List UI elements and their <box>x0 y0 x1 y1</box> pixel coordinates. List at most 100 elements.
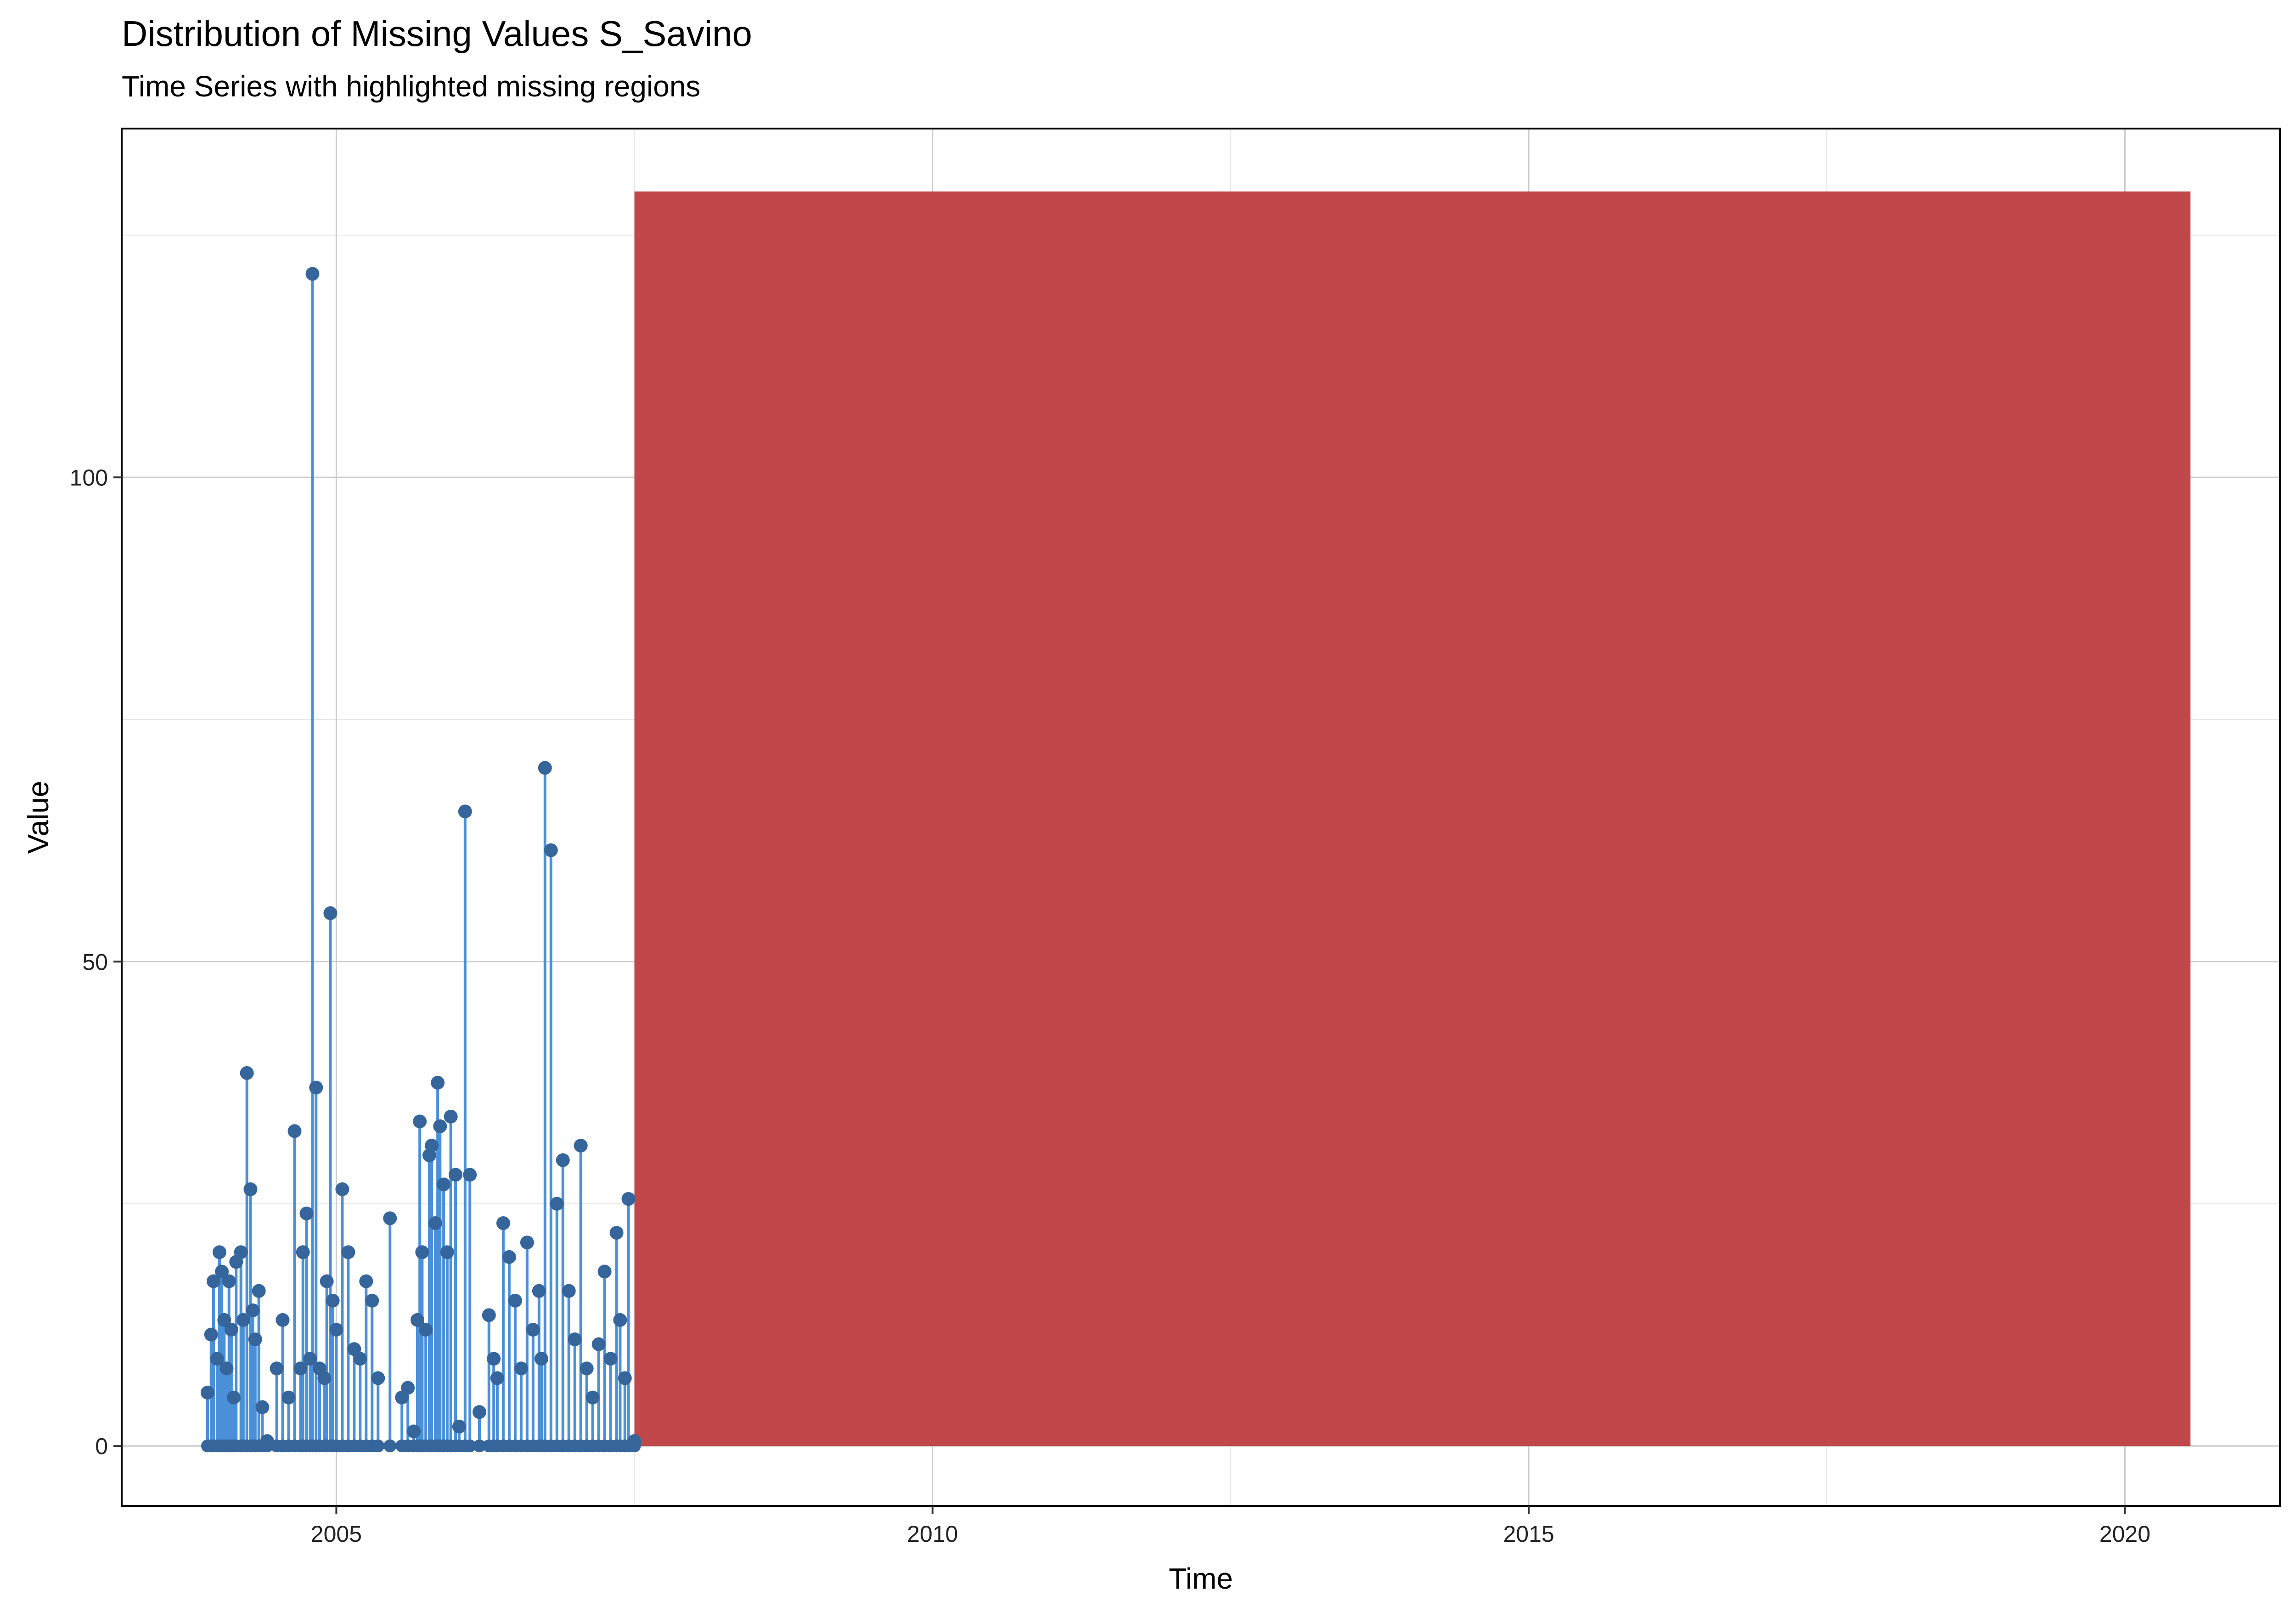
data-point <box>419 1323 433 1337</box>
y-tick-label: 0 <box>95 1433 108 1459</box>
data-point <box>496 1216 510 1230</box>
data-point <box>224 1323 238 1337</box>
data-point <box>490 1371 504 1385</box>
data-point <box>371 1371 385 1385</box>
data-point <box>246 1303 260 1317</box>
data-point <box>401 1381 415 1395</box>
data-point <box>210 1352 224 1366</box>
panel-border <box>121 128 2281 1507</box>
data-point <box>204 1327 218 1342</box>
data-point <box>440 1245 454 1259</box>
series-lines <box>206 274 636 1449</box>
data-point <box>353 1352 367 1366</box>
data-point <box>463 1168 477 1182</box>
data-point <box>255 1400 270 1414</box>
data-point <box>236 1313 250 1327</box>
data-point <box>428 1216 442 1230</box>
data-point <box>591 1337 606 1351</box>
data-point <box>219 1361 234 1376</box>
data-point <box>248 1332 262 1347</box>
data-point-baseline <box>260 1439 274 1453</box>
data-point-baseline <box>371 1439 385 1453</box>
data-point <box>326 1293 340 1308</box>
data-point <box>425 1139 439 1153</box>
data-point <box>407 1424 421 1438</box>
data-point <box>526 1323 540 1337</box>
chart-title: Distribution of Missing Values S_Savino <box>122 13 752 54</box>
data-point <box>538 761 552 775</box>
x-tick-label: 2015 <box>1503 1521 1554 1547</box>
x-tick-label: 2010 <box>907 1521 958 1547</box>
data-point <box>222 1274 236 1288</box>
data-point <box>433 1119 447 1133</box>
x-axis-ticks: 2005 2010 2015 2020 <box>311 1506 2150 1547</box>
data-point <box>317 1371 332 1385</box>
data-point <box>473 1405 487 1419</box>
data-point <box>618 1371 632 1385</box>
chart-subtitle: Time Series with highlighted missing reg… <box>122 70 700 103</box>
data-point <box>603 1352 618 1366</box>
data-point-baseline <box>628 1439 641 1453</box>
missing-region <box>634 191 2191 1446</box>
data-point-baseline <box>473 1439 486 1453</box>
data-point <box>580 1361 594 1376</box>
data-point-baseline <box>383 1439 397 1453</box>
data-point <box>227 1390 241 1405</box>
data-point <box>243 1182 258 1197</box>
data-point <box>270 1361 284 1376</box>
data-point <box>437 1177 451 1191</box>
data-point <box>303 1352 317 1366</box>
y-axis-ticks: 0 50 100 <box>70 465 122 1459</box>
data-point <box>383 1211 397 1225</box>
data-point <box>562 1284 576 1298</box>
data-point <box>320 1274 334 1288</box>
data-point <box>613 1313 627 1327</box>
missing-regions <box>634 191 2191 1446</box>
y-axis-title: Value <box>22 781 55 854</box>
data-point <box>359 1274 373 1288</box>
data-point <box>585 1390 600 1405</box>
x-tick-label: 2005 <box>311 1521 362 1547</box>
x-axis-title: Time <box>1169 1562 1233 1595</box>
data-point-baseline <box>463 1439 477 1453</box>
data-point <box>452 1420 466 1434</box>
data-point <box>212 1245 226 1259</box>
data-point <box>568 1332 582 1347</box>
data-point <box>276 1313 290 1327</box>
data-point <box>413 1114 427 1129</box>
x-tick-label: 2020 <box>2099 1521 2150 1547</box>
data-point <box>609 1226 624 1240</box>
data-point <box>415 1245 429 1259</box>
data-point <box>431 1076 445 1090</box>
data-point <box>532 1284 546 1298</box>
data-point <box>293 1361 308 1376</box>
data-point <box>482 1308 496 1322</box>
data-point <box>449 1168 463 1182</box>
data-point <box>305 267 320 281</box>
y-tick-label: 50 <box>82 949 108 975</box>
data-point <box>502 1250 516 1264</box>
data-point <box>281 1390 296 1405</box>
data-point <box>410 1313 424 1327</box>
data-point <box>458 804 472 819</box>
data-point <box>329 1323 343 1337</box>
data-point <box>323 906 338 920</box>
data-point <box>309 1080 323 1095</box>
data-point <box>206 1274 220 1288</box>
data-point <box>621 1192 636 1206</box>
series-points <box>200 267 642 1453</box>
data-point <box>365 1293 379 1308</box>
data-point <box>514 1361 528 1376</box>
data-point <box>296 1245 310 1259</box>
data-point <box>487 1352 501 1366</box>
data-point <box>335 1182 349 1197</box>
data-point <box>200 1386 214 1400</box>
data-point <box>556 1153 570 1167</box>
data-point <box>550 1197 564 1211</box>
data-point <box>574 1139 588 1153</box>
data-point <box>520 1236 534 1250</box>
data-point <box>252 1284 266 1298</box>
data-point <box>287 1124 302 1138</box>
data-point <box>217 1313 231 1327</box>
